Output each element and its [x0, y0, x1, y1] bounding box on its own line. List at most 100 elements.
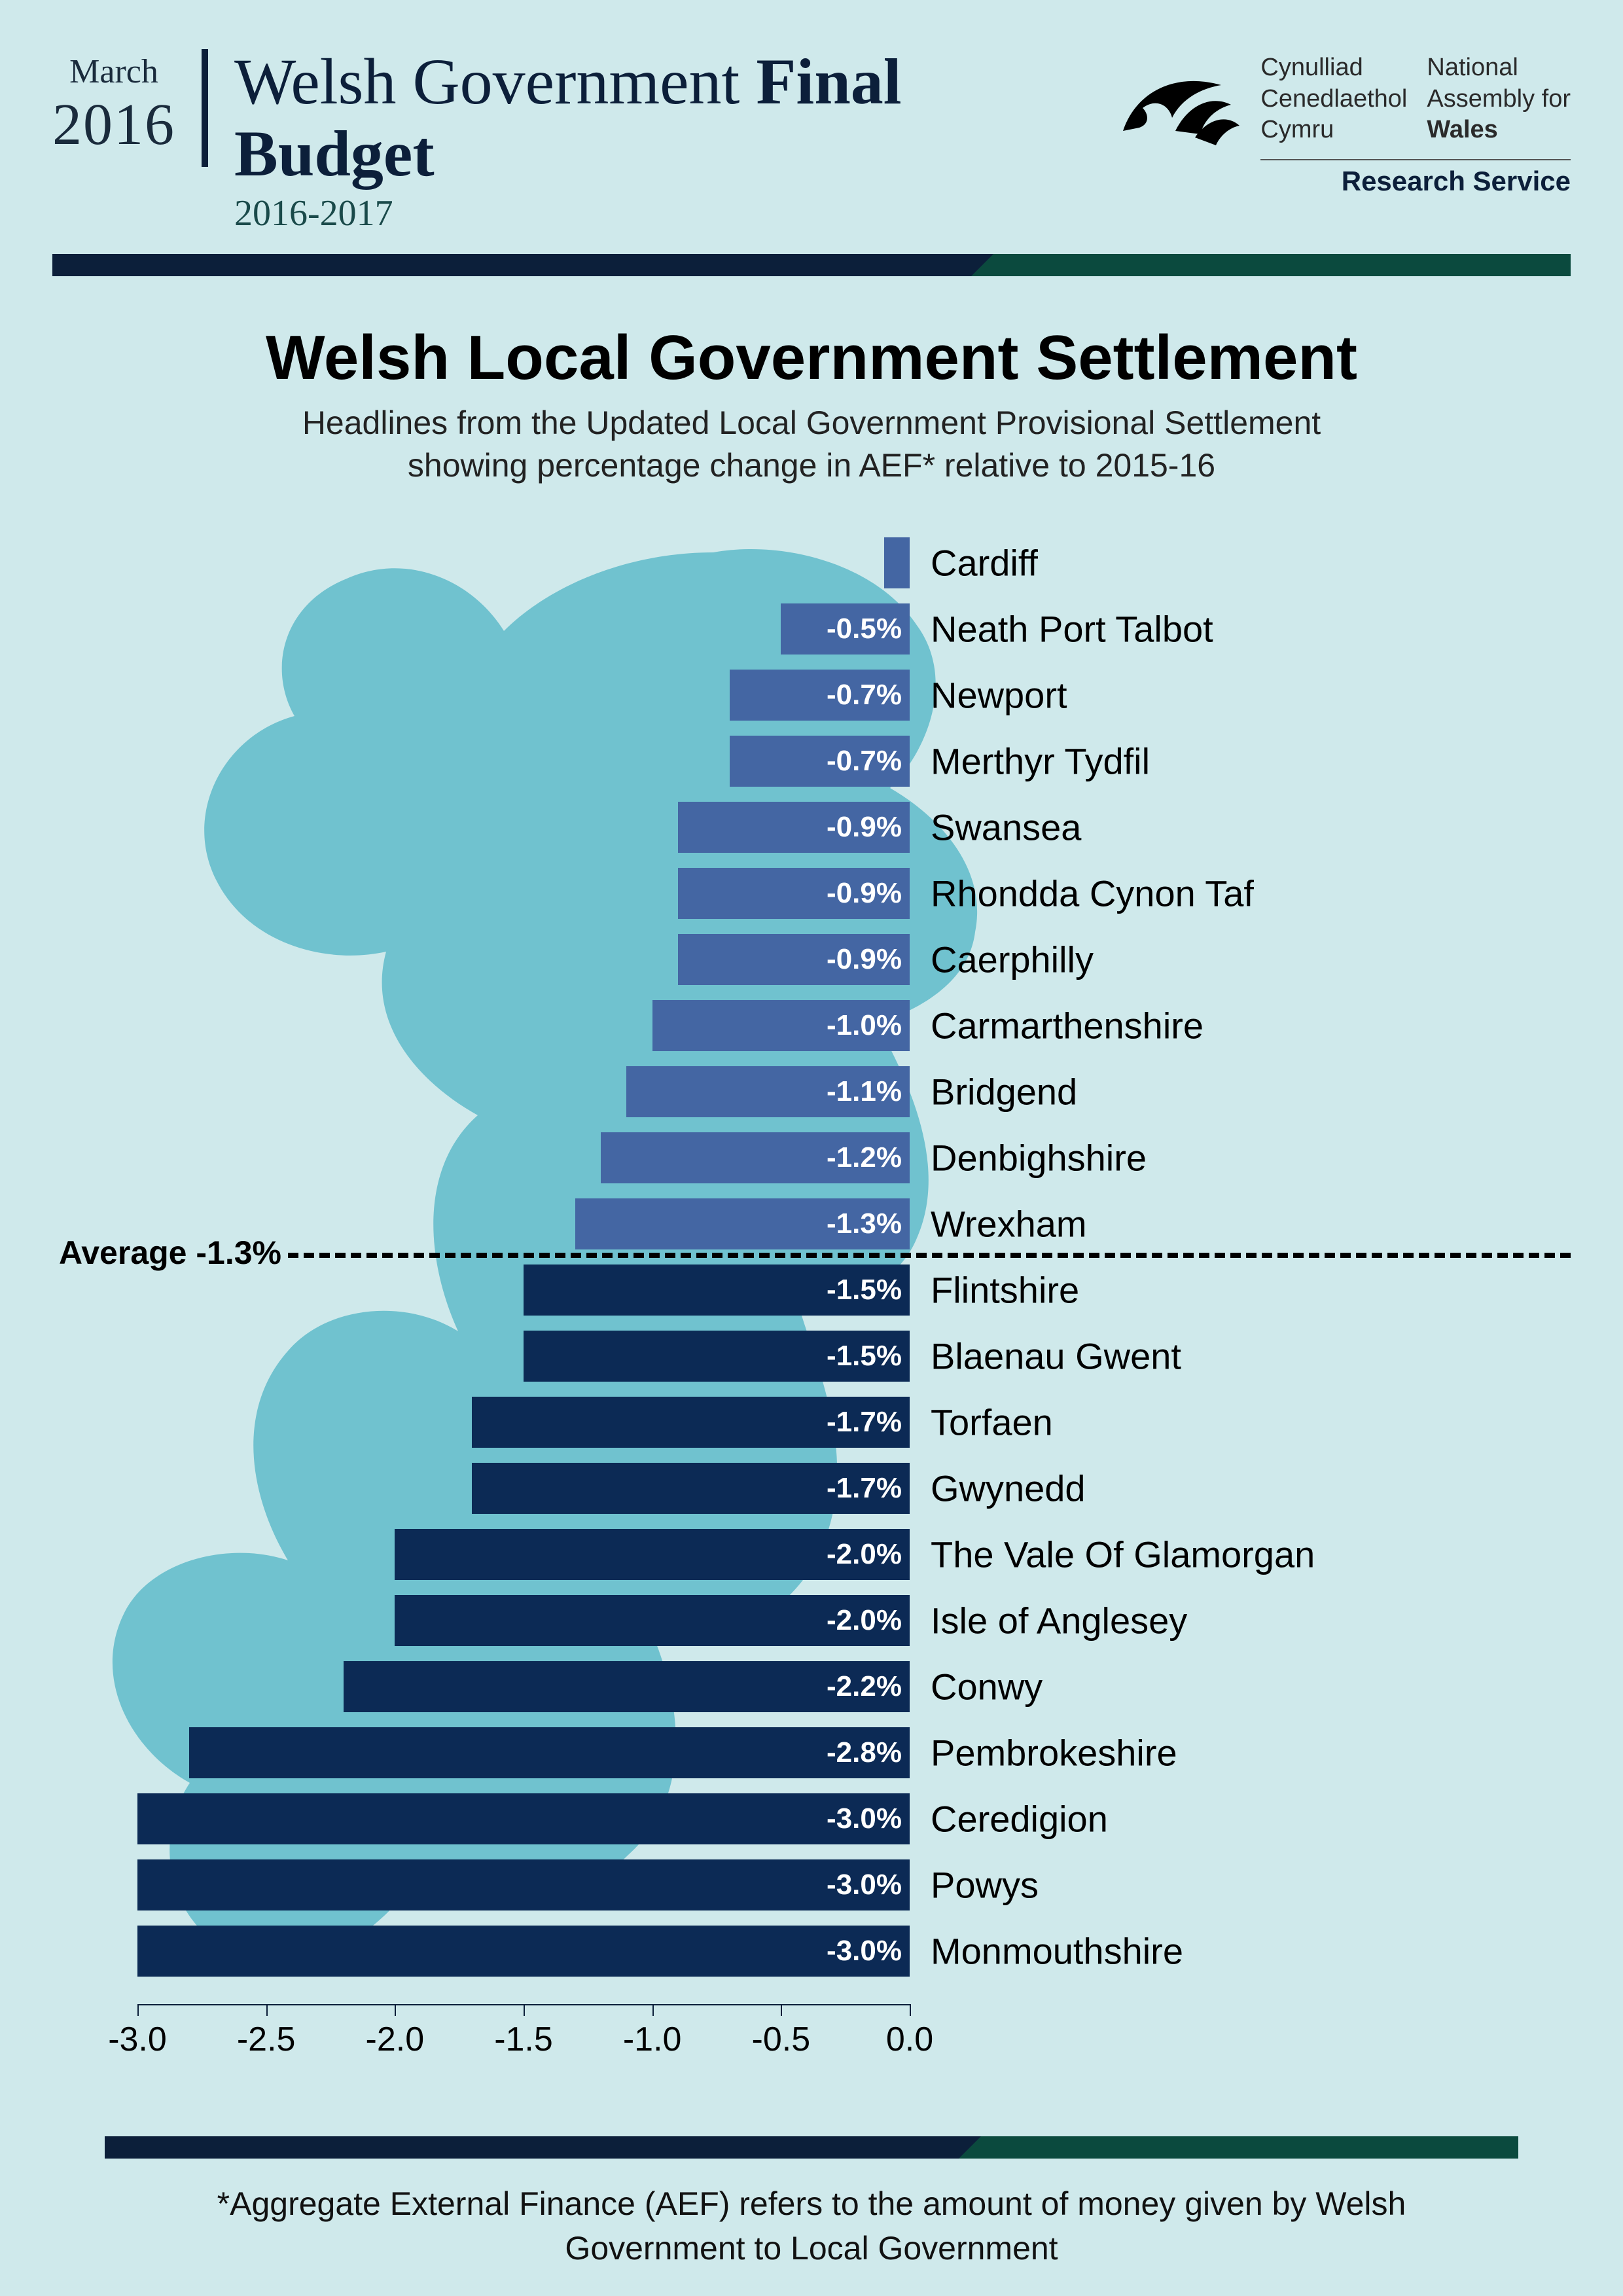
bars-layer: -0.1% Cardiff -0.5% Neath Port Talbot -0.7% N…: [52, 526, 1571, 2110]
bar-value-label: -3.0%: [827, 1803, 902, 1835]
bar-rect: -1.5%: [524, 1265, 910, 1316]
org-welsh: Cynulliad Cenedlaethol Cymru: [1260, 52, 1407, 146]
bar-name-label: Ceredigion: [931, 1798, 1108, 1840]
bar-rect: -0.5%: [781, 603, 910, 655]
org-cy-2: Cenedlaethol: [1260, 84, 1407, 115]
chart-subtitle-line1: Headlines from the Updated Local Governm…: [302, 404, 1321, 441]
bar-value-label: -1.5%: [827, 1274, 902, 1306]
bar-row: -1.0% Carmarthenshire: [52, 999, 1571, 1052]
org-en-3: Wales: [1427, 115, 1571, 146]
bar-row: -0.1% Cardiff: [52, 537, 1571, 589]
bar-rect: -1.5%: [524, 1331, 910, 1382]
bar-value-label: -0.7%: [827, 745, 902, 778]
bar-row: -0.9%Caerphilly: [52, 933, 1571, 986]
bar-rect: -2.0%: [395, 1529, 910, 1580]
bar-name-label: Wrexham: [931, 1203, 1087, 1246]
chart-title: Welsh Local Government Settlement: [52, 322, 1571, 394]
bar-rect: -2.8%: [189, 1727, 910, 1778]
bar-name-label: Denbighshire: [931, 1137, 1147, 1179]
bar-value-label: -1.7%: [827, 1472, 902, 1505]
bar-value-label: -2.8%: [827, 1736, 902, 1769]
bar-name-label: Cardiff: [931, 542, 1038, 584]
bar-rect: -0.9%: [678, 868, 910, 919]
bar-rect: -0.9%: [678, 934, 910, 985]
bar-name-label: Bridgend: [931, 1071, 1077, 1113]
org-english: National Assembly for Wales: [1427, 52, 1571, 146]
org-cy-3: Cymru: [1260, 115, 1407, 146]
org-cy-1: Cynulliad: [1260, 52, 1407, 84]
chart-area: -0.1% Cardiff -0.5% Neath Port Talbot -0.7% N…: [52, 526, 1571, 2110]
bar-name-label: Torfaen: [931, 1401, 1053, 1444]
bar-rect: -2.2%: [344, 1661, 910, 1712]
stripe-green: [993, 254, 1571, 276]
bar-value-label: -2.0%: [827, 1604, 902, 1637]
stripe-dark: [52, 254, 993, 276]
bar-name-label: Conwy: [931, 1666, 1043, 1708]
footnote: *Aggregate External Finance (AEF) refers…: [183, 2182, 1440, 2270]
bar-rect: -2.0%: [395, 1595, 910, 1646]
bar-row: -3.0% Ceredigion: [52, 1793, 1571, 1845]
bar-name-label: Powys: [931, 1864, 1039, 1907]
bar-name-label: Pembrokeshire: [931, 1732, 1177, 1774]
bar-rect: -0.9%: [678, 802, 910, 853]
date-month: March: [52, 52, 175, 91]
footer-stripe: [105, 2136, 1518, 2159]
bar-name-label: Neath Port Talbot: [931, 608, 1213, 651]
bar-rect: -1.0%: [652, 1000, 910, 1051]
title-block: Welsh Government Final Budget 2016-2017: [234, 46, 1084, 234]
average-label: Average -1.3%: [52, 1234, 288, 1272]
bar-rect: -0.1%: [884, 537, 910, 588]
chart-subtitle: Headlines from the Updated Local Governm…: [52, 402, 1571, 487]
bar-row: -1.5% Blaenau Gwent: [52, 1330, 1571, 1382]
logo-block: Cynulliad Cenedlaethol Cymru National As…: [1110, 46, 1571, 197]
chart-subtitle-line2: showing percentage change in AEF* relati…: [408, 447, 1215, 484]
bar-row: -0.7% Newport: [52, 669, 1571, 721]
bar-name-label: Carmarthenshire: [931, 1005, 1204, 1047]
header-stripe: [52, 254, 1571, 276]
bar-value-label: -1.2%: [827, 1141, 902, 1174]
bar-row: -0.7%Merthyr Tydfil: [52, 735, 1571, 787]
bar-value-label: -1.1%: [827, 1075, 902, 1108]
header: March 2016 Welsh Government Final Budget…: [0, 0, 1623, 247]
org-text: Cynulliad Cenedlaethol Cymru National As…: [1260, 52, 1571, 146]
bar-name-label: Rhondda Cynon Taf: [931, 872, 1254, 915]
bar-value-label: -1.5%: [827, 1340, 902, 1372]
bar-value-label: -0.7%: [827, 679, 902, 711]
bar-value-label: -2.2%: [827, 1670, 902, 1703]
bar-rect: -1.7%: [472, 1397, 910, 1448]
org-en-2: Assembly for: [1427, 84, 1571, 115]
bar-value-label: -2.0%: [827, 1538, 902, 1571]
bar-rect: -3.0%: [137, 1859, 910, 1910]
bar-name-label: Gwynedd: [931, 1467, 1086, 1510]
bar-row: -1.1% Bridgend: [52, 1066, 1571, 1118]
bar-row: -1.7% Torfaen: [52, 1396, 1571, 1448]
bar-value-label: -3.0%: [827, 1935, 902, 1967]
bar-row: -1.2% Denbighshire: [52, 1132, 1571, 1184]
bar-name-label: Blaenau Gwent: [931, 1335, 1181, 1378]
header-divider: [202, 49, 208, 167]
bar-name-label: Monmouthshire: [931, 1930, 1183, 1973]
bar-row: -1.7% Gwynedd: [52, 1462, 1571, 1515]
bar-row: -3.0% Powys: [52, 1859, 1571, 1911]
stripe-dark: [105, 2136, 981, 2159]
bar-value-label: -0.5%: [827, 613, 902, 645]
page-title: Welsh Government Final Budget: [234, 46, 1084, 190]
bar-name-label: The Vale Of Glamorgan: [931, 1534, 1315, 1576]
page: March 2016 Welsh Government Final Budget…: [0, 0, 1623, 2296]
bar-value-label: -0.9%: [827, 811, 902, 844]
bar-row: -2.2% Conwy: [52, 1660, 1571, 1713]
org-en-1: National: [1427, 52, 1571, 84]
bar-value-label: -1.0%: [827, 1009, 902, 1042]
bar-value-label: -1.7%: [827, 1406, 902, 1439]
bar-name-label: Flintshire: [931, 1269, 1079, 1312]
bar-rect: -0.7%: [730, 670, 910, 721]
bar-row: -2.0%Isle of Anglesey: [52, 1594, 1571, 1647]
bar-row: -2.8% Pembrokeshire: [52, 1727, 1571, 1779]
bar-row: -0.9% Rhondda Cynon Taf: [52, 867, 1571, 920]
bar-name-label: Newport: [931, 674, 1067, 717]
bar-row: -0.5% Neath Port Talbot: [52, 603, 1571, 655]
research-service-label: Research Service: [1260, 159, 1571, 197]
bar-rect: -1.7%: [472, 1463, 910, 1514]
bar-value-label: -1.3%: [827, 1208, 902, 1240]
bar-rect: -1.1%: [626, 1066, 910, 1117]
